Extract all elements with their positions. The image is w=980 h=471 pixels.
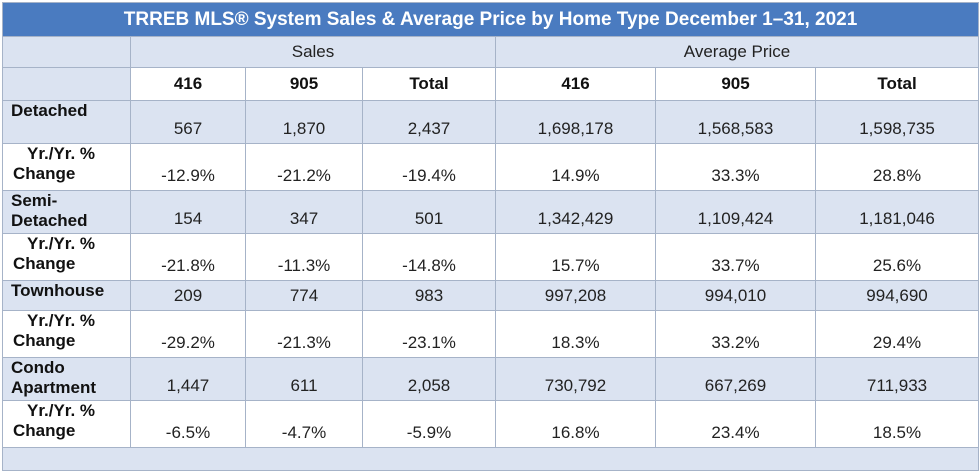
- row-label: Yr./Yr. % Change: [2, 400, 131, 448]
- table-cell: 1,568,583: [655, 100, 816, 144]
- table-cell: 25.6%: [814, 233, 980, 281]
- table-cell: 1,598,735: [814, 100, 980, 144]
- table-cell: 1,109,424: [655, 190, 816, 234]
- row-label: Yr./Yr. % Change: [2, 310, 131, 358]
- table-cell: 16.8%: [495, 400, 656, 448]
- table-cell: 1,181,046: [814, 190, 980, 234]
- table-cell: 14.9%: [495, 143, 656, 191]
- table-cell: -14.8%: [362, 233, 496, 281]
- column-header-sales-416: 416: [130, 67, 246, 101]
- table-row: Condo Apartment 1,447 611 2,058 730,792 6…: [2, 357, 980, 401]
- table-cell: -21.2%: [245, 143, 363, 191]
- table-cell: 33.7%: [655, 233, 816, 281]
- table-row: Yr./Yr. % Change -6.5% -4.7% -5.9% 16.8% …: [2, 400, 980, 448]
- table-cell: 15.7%: [495, 233, 656, 281]
- table-cell: -29.2%: [130, 310, 246, 358]
- table-cell: 997,208: [495, 280, 656, 311]
- table-cell: 994,010: [655, 280, 816, 311]
- header-corner: [2, 36, 131, 68]
- table-cell: 209: [130, 280, 246, 311]
- table-cell: 711,933: [814, 357, 980, 401]
- table-cell: 154: [130, 190, 246, 234]
- table-cell: -5.9%: [362, 400, 496, 448]
- column-header-price-416: 416: [495, 67, 656, 101]
- column-header-price-total: Total: [814, 67, 980, 101]
- table-cell: 1,342,429: [495, 190, 656, 234]
- table-cell: -21.3%: [245, 310, 363, 358]
- table-row: Townhouse 209 774 983 997,208 994,010 99…: [2, 280, 980, 311]
- group-header-average-price: Average Price: [494, 36, 980, 68]
- table-cell: -23.1%: [362, 310, 496, 358]
- table-cell: 2,437: [362, 100, 496, 144]
- row-label: Yr./Yr. % Change: [2, 143, 131, 191]
- column-header-sales-total: Total: [362, 67, 496, 101]
- table-footer: [1, 447, 980, 471]
- table-row: Yr./Yr. % Change -12.9% -21.2% -19.4% 14.…: [2, 143, 980, 191]
- group-header-sales: Sales: [130, 36, 496, 68]
- table-cell: 23.4%: [655, 400, 816, 448]
- table-cell: -19.4%: [362, 143, 496, 191]
- table-cell: -21.8%: [130, 233, 246, 281]
- table-cell: -4.7%: [245, 400, 363, 448]
- table-cell: -11.3%: [245, 233, 363, 281]
- row-label: Yr./Yr. % Change: [2, 233, 131, 281]
- table-cell: -12.9%: [130, 143, 246, 191]
- table-cell: 18.5%: [814, 400, 980, 448]
- row-label: Townhouse: [2, 280, 131, 311]
- table-cell: 1,870: [245, 100, 363, 144]
- table-cell: 18.3%: [495, 310, 656, 358]
- table-row: Yr./Yr. % Change -29.2% -21.3% -23.1% 18.…: [2, 310, 980, 358]
- table-row: Detached 567 1,870 2,437 1,698,178 1,568…: [2, 100, 980, 144]
- table-cell: 33.3%: [655, 143, 816, 191]
- table-cell: 347: [245, 190, 363, 234]
- table-row: Yr./Yr. % Change -21.8% -11.3% -14.8% 15.…: [2, 233, 980, 281]
- table-cell: 983: [362, 280, 496, 311]
- column-header-sales-905: 905: [245, 67, 363, 101]
- table-cell: 567: [130, 100, 246, 144]
- table-cell: 501: [362, 190, 496, 234]
- table-cell: 774: [245, 280, 363, 311]
- table-cell: 730,792: [495, 357, 656, 401]
- column-header-price-905: 905: [655, 67, 816, 101]
- table-title: TRREB MLS® System Sales & Average Price …: [1, 2, 980, 37]
- header-corner: [2, 67, 131, 101]
- row-label: Detached: [2, 100, 131, 144]
- table-cell: 611: [245, 357, 363, 401]
- table-cell: 667,269: [655, 357, 816, 401]
- table-cell: -6.5%: [130, 400, 246, 448]
- table-row: Semi- Detached 154 347 501 1,342,429 1,10…: [2, 190, 980, 234]
- table-cell: 2,058: [362, 357, 496, 401]
- table-cell: 1,447: [130, 357, 246, 401]
- table-cell: 29.4%: [814, 310, 980, 358]
- row-label: Semi- Detached: [2, 190, 131, 234]
- row-label: Condo Apartment: [2, 357, 131, 401]
- table-cell: 1,698,178: [495, 100, 656, 144]
- table-cell: 28.8%: [814, 143, 980, 191]
- table-footer-row: [1, 447, 980, 471]
- table-cell: 994,690: [814, 280, 980, 311]
- table-cell: 33.2%: [655, 310, 816, 358]
